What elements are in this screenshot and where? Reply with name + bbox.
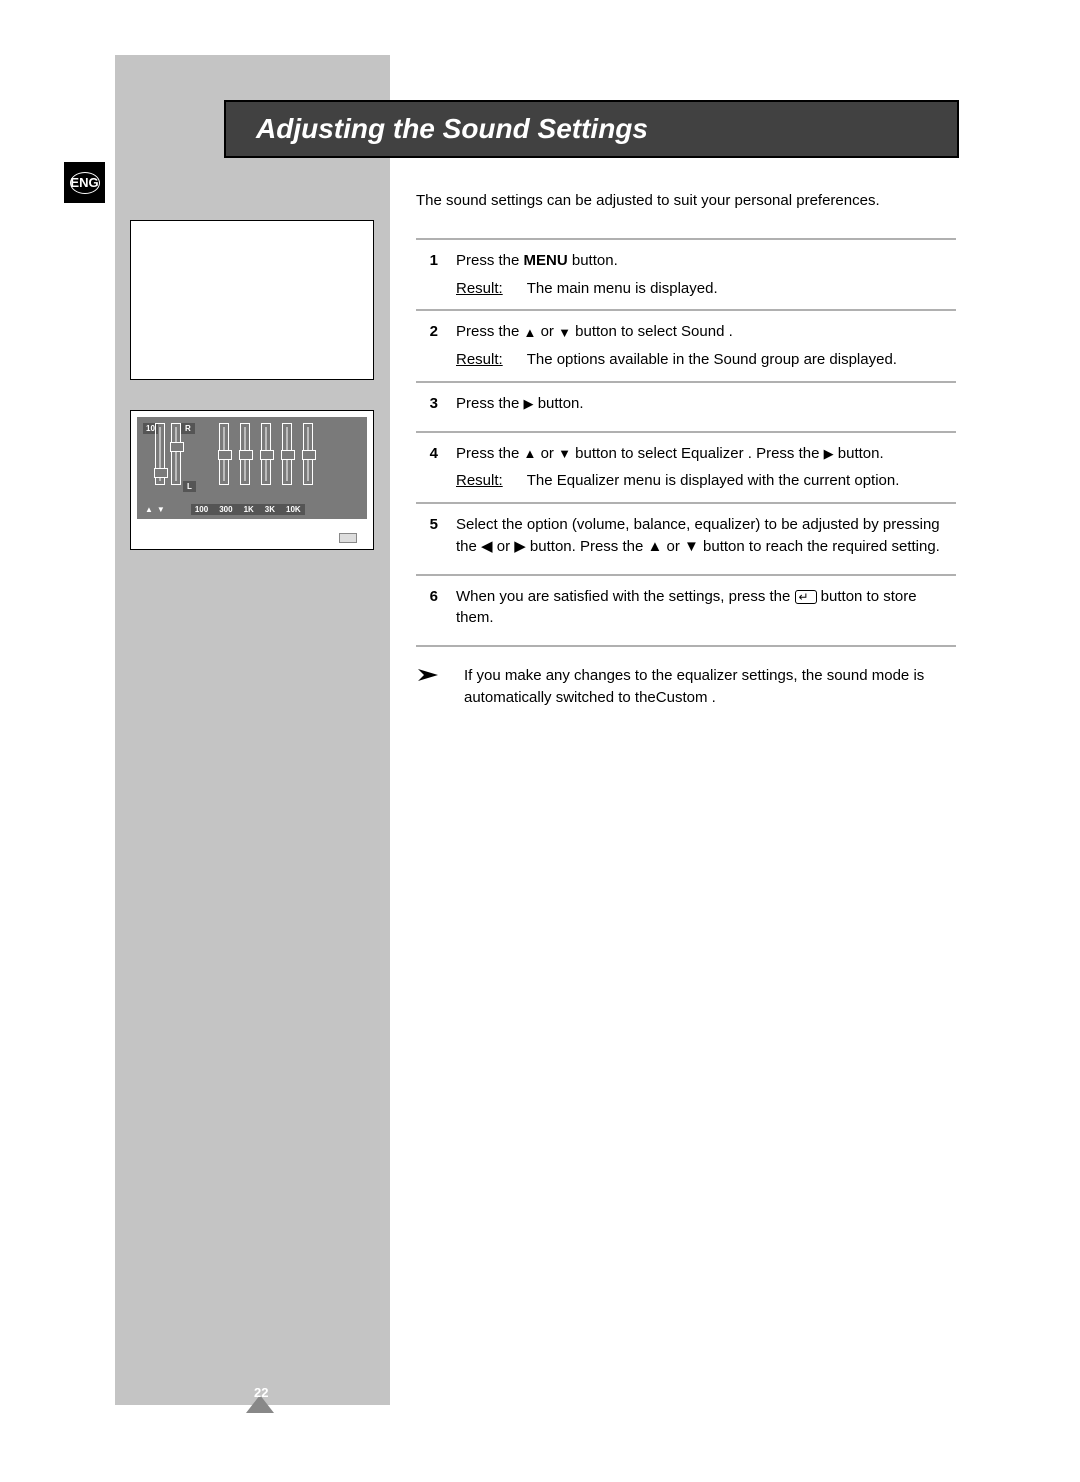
equalizer-panel: 10 R L ▲ ▼ (137, 417, 367, 519)
step-body: Press the MENU button. Result: The main … (456, 250, 956, 300)
right-arrow-icon: ▶ (524, 397, 534, 410)
up-arrow-icon: ▲ (145, 505, 153, 514)
eq-slider (219, 423, 229, 485)
eq-slider (303, 423, 313, 485)
eq-labels-row: ▲ ▼ 100 300 1K 3K 10K (137, 504, 367, 515)
eq-slider (155, 423, 165, 485)
up-arrow-icon: ▲ (524, 326, 537, 339)
note-arrow-icon (416, 667, 444, 709)
result-label: Result: (456, 470, 503, 492)
step-body: Press the ▶ button. (456, 393, 956, 421)
down-arrow-icon: ▼ (157, 505, 165, 514)
step-text: Press the ▶ button. (456, 393, 956, 415)
page-title: Adjusting the Sound Settings (256, 113, 648, 145)
up-arrow-icon: ▲ (524, 447, 537, 460)
note-block: If you make any changes to the equalizer… (416, 665, 956, 709)
result-row: Result: The main menu is displayed. (456, 278, 956, 300)
right-arrow-icon: ▶ (824, 447, 834, 460)
step-row: 1 Press the MENU button. Result: The mai… (416, 240, 956, 312)
step-text: Press the ▲ or ▼ button to select Equali… (456, 443, 956, 465)
step-row: 6 When you are satisfied with the settin… (416, 576, 956, 648)
step-body: Press the ▲ or ▼ button to select Sound … (456, 321, 956, 371)
step-number: 6 (416, 586, 438, 636)
down-arrow-icon: ▼ (558, 447, 571, 460)
result-text: The options available in the Sound group… (527, 349, 956, 371)
eq-slider (240, 423, 250, 485)
result-row: Result: The Equalizer menu is displayed … (456, 470, 956, 492)
step-number: 2 (416, 321, 438, 371)
manual-page: Adjusting the Sound Settings ENG 10 R L (0, 0, 1080, 1482)
return-button-icon (339, 533, 357, 543)
title-bar: Adjusting the Sound Settings (224, 100, 959, 158)
note-text: If you make any changes to the equalizer… (464, 665, 956, 709)
language-code: ENG (70, 172, 100, 194)
eq-freq-sliders (219, 423, 313, 485)
step-row: 2 Press the ▲ or ▼ button to select Soun… (416, 311, 956, 383)
eq-handle (170, 442, 184, 452)
steps-list: 1 Press the MENU button. Result: The mai… (416, 238, 956, 647)
step-text: When you are satisfied with the settings… (456, 586, 956, 630)
page-number: 22 (254, 1385, 268, 1400)
intro-text: The sound settings can be adjusted to su… (416, 190, 956, 212)
down-arrow-icon: ▼ (558, 326, 571, 339)
eq-freq: 3K (265, 505, 275, 514)
eq-handle (302, 450, 316, 460)
result-row: Result: The options available in the Sou… (456, 349, 956, 371)
step-text: Select the option (volume, balance, equa… (456, 514, 956, 558)
eq-balance-sliders (155, 423, 181, 485)
eq-handle (218, 450, 232, 460)
eq-handle (154, 468, 168, 478)
result-label: Result: (456, 278, 503, 300)
result-text: The Equalizer menu is displayed with the… (527, 470, 956, 492)
step-row: 4 Press the ▲ or ▼ button to select Equa… (416, 433, 956, 505)
language-badge: ENG (64, 162, 105, 203)
step-number: 5 (416, 514, 438, 564)
eq-freq: 10K (286, 505, 301, 514)
step-body: Press the ▲ or ▼ button to select Equali… (456, 443, 956, 493)
eq-freq: 1K (244, 505, 254, 514)
step-text: Press the ▲ or ▼ button to select Sound … (456, 321, 956, 343)
eq-slider (282, 423, 292, 485)
step-row: 3 Press the ▶ button. (416, 383, 956, 433)
step-body: When you are satisfied with the settings… (456, 586, 956, 636)
eq-sliders-container (143, 423, 313, 485)
step-row: 5 Select the option (volume, balance, eq… (416, 504, 956, 576)
eq-freq: 100 (195, 505, 208, 514)
step-number: 4 (416, 443, 438, 493)
result-text: The main menu is displayed. (527, 278, 956, 300)
eq-handle (281, 450, 295, 460)
eq-freq-labels: 100 300 1K 3K 10K (191, 504, 305, 515)
result-label: Result: (456, 349, 503, 371)
step-number: 3 (416, 393, 438, 421)
step-body: Select the option (volume, balance, equa… (456, 514, 956, 564)
eq-slider (261, 423, 271, 485)
step-text: Press the MENU button. (456, 250, 956, 272)
eq-handle (239, 450, 253, 460)
step-number: 1 (416, 250, 438, 300)
eq-slider (171, 423, 181, 485)
screenshot-placeholder-1 (130, 220, 374, 380)
instruction-content: The sound settings can be adjusted to su… (416, 190, 956, 709)
return-icon (795, 590, 817, 604)
eq-arrow-icons: ▲ ▼ (145, 505, 165, 514)
equalizer-screenshot: 10 R L ▲ ▼ (130, 410, 374, 550)
eq-handle (260, 450, 274, 460)
eq-freq: 300 (219, 505, 232, 514)
